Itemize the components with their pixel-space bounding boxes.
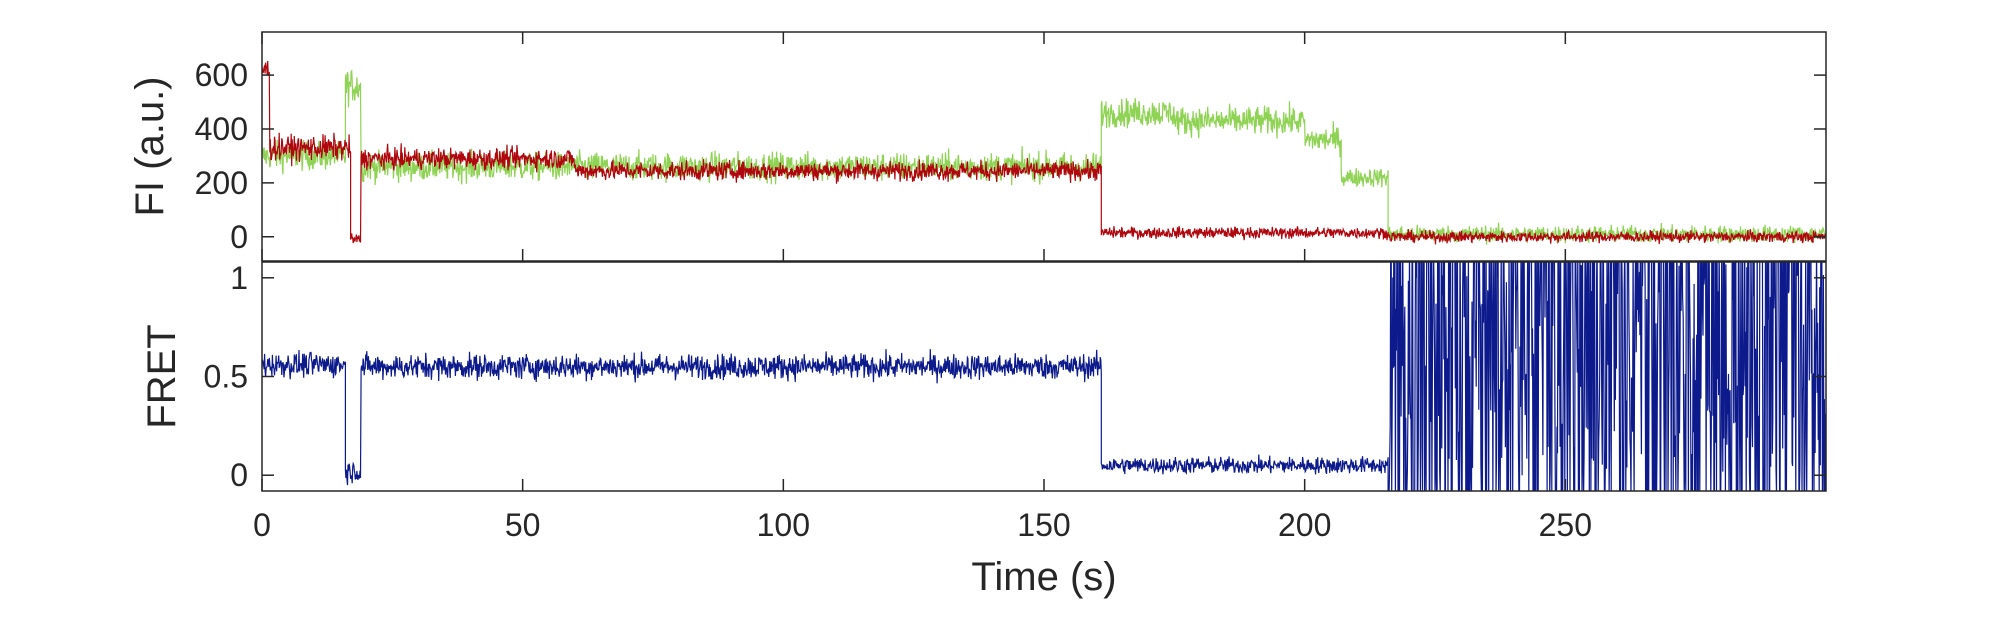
y-tick-label: 200 xyxy=(195,165,248,201)
y-tick-label: 400 xyxy=(195,111,248,147)
trace-line-0 xyxy=(262,262,1826,491)
fluorescence-y-ticks: 0 200 400 600 xyxy=(195,57,1826,255)
fluorescence-y-axis-label: FI (a.u.) xyxy=(128,76,172,216)
x-tick-label: 150 xyxy=(1017,507,1070,543)
fret-panel: 00.51 0 50 100 150 200 250 FRET Time (s) xyxy=(140,32,1827,599)
x-tick-label: 250 xyxy=(1539,507,1592,543)
fret-y-ticks: 00.51 xyxy=(204,260,1826,493)
fluorescence-axes-frame xyxy=(261,31,1827,262)
y-tick-label: 0 xyxy=(230,457,248,493)
fret-y-axis-label: FRET xyxy=(140,324,184,428)
trace-line-1 xyxy=(262,60,1826,245)
x-tick-label: 50 xyxy=(505,507,541,543)
x-tick-label: 200 xyxy=(1278,507,1331,543)
fluorescence-panel: 0 200 400 600 FI (a.u.) xyxy=(128,31,1827,262)
time-x-axis-label: Time (s) xyxy=(971,555,1116,599)
x-tick-label: 0 xyxy=(253,507,271,543)
y-tick-label: 600 xyxy=(195,57,248,93)
y-tick-label: 0.5 xyxy=(204,359,248,395)
y-tick-label: 1 xyxy=(230,260,248,296)
time-x-ticks: 0 50 100 150 200 250 xyxy=(253,32,1592,543)
fluorescence-traces xyxy=(262,60,1826,245)
x-tick-label: 100 xyxy=(757,507,810,543)
fret-traces xyxy=(262,262,1826,491)
y-tick-label: 0 xyxy=(230,219,248,255)
